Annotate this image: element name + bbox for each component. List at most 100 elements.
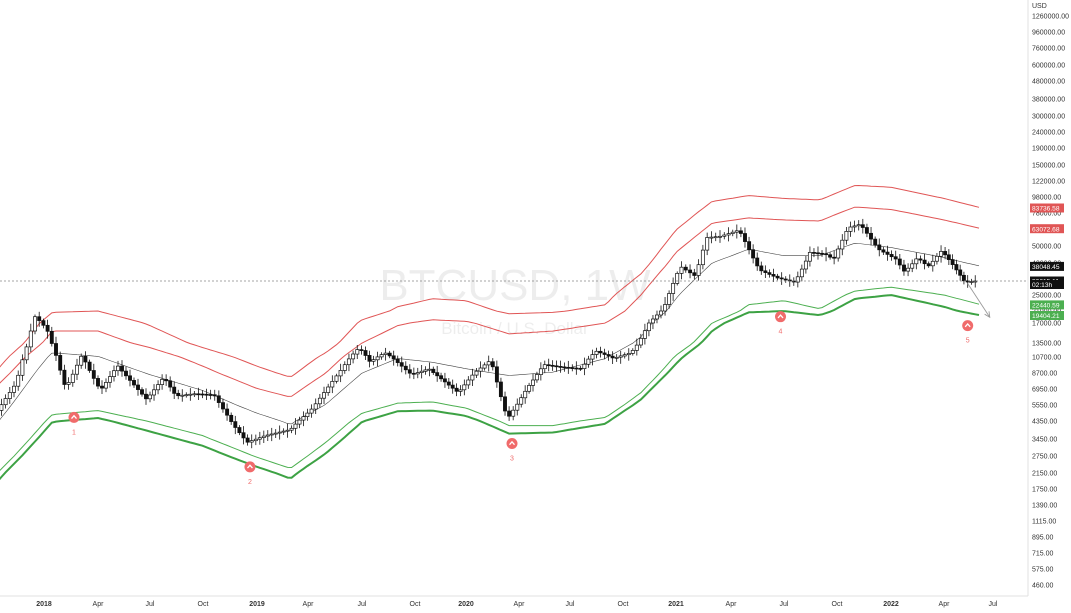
candle	[562, 362, 567, 372]
candle	[192, 391, 197, 397]
candle	[688, 264, 693, 279]
candle	[946, 249, 951, 265]
candle	[965, 275, 970, 288]
time-tick-label: Apr	[303, 601, 315, 608]
candle	[277, 425, 282, 440]
candle	[795, 271, 800, 288]
price-label-text: 38048.45	[1032, 264, 1060, 271]
candle	[305, 408, 310, 421]
candle	[20, 354, 25, 381]
time-axis[interactable]: 2018 Apr Jul Oct 2019 Apr Jul Oct 2020 Apr Jul Oct 2…	[36, 601, 998, 608]
candle	[550, 360, 555, 371]
candle	[934, 253, 939, 265]
candle	[322, 386, 326, 404]
candle	[602, 348, 607, 360]
candle	[771, 268, 776, 282]
candle	[590, 349, 595, 366]
candle	[37, 311, 42, 327]
candle	[478, 361, 483, 378]
candle	[503, 391, 507, 416]
candle	[958, 264, 963, 281]
candle	[622, 352, 627, 359]
candle	[799, 264, 804, 282]
candle	[498, 377, 503, 402]
candle	[148, 391, 152, 403]
candle	[713, 232, 718, 242]
candle	[820, 250, 824, 257]
candle	[709, 231, 714, 244]
candle	[212, 389, 217, 401]
event-marker[interactable]: 2	[244, 461, 256, 486]
price-tick-label: 960000.00	[1032, 30, 1065, 37]
candle	[594, 347, 599, 359]
time-tick-label: Apr	[514, 601, 526, 608]
price-axis[interactable]: 1260000.00 960000.00 760000.00 600000.00 480…	[1032, 14, 1069, 590]
candle	[779, 272, 784, 285]
candle	[168, 376, 173, 392]
candle	[546, 358, 551, 372]
candle	[204, 388, 209, 400]
candle	[70, 369, 75, 387]
candle	[734, 224, 739, 239]
candle	[763, 265, 768, 278]
time-tick-label: 2018	[36, 601, 52, 608]
candle	[156, 380, 161, 395]
band-lower-inner	[0, 286, 980, 472]
candle	[367, 350, 372, 368]
candle	[902, 259, 906, 276]
candle	[83, 351, 88, 369]
event-marker[interactable]: 4	[775, 311, 787, 336]
candle	[391, 350, 396, 366]
candle	[24, 343, 29, 364]
candle	[269, 427, 274, 442]
candle	[454, 383, 459, 397]
candle	[346, 353, 351, 372]
candle	[755, 252, 760, 271]
price-tick-label: 1260000.00	[1032, 14, 1069, 21]
candle	[313, 398, 318, 414]
candle	[87, 359, 92, 373]
candle	[671, 277, 676, 301]
candle	[91, 363, 96, 385]
candle	[208, 389, 213, 400]
candle	[486, 355, 491, 372]
candle	[554, 360, 559, 372]
price-label-text: 63072.68	[1032, 226, 1060, 233]
candle	[41, 318, 46, 329]
price-tick-label: 78000.00	[1032, 211, 1061, 218]
candle	[730, 229, 735, 237]
candle	[164, 374, 169, 386]
event-marker-label: 1	[72, 429, 76, 436]
candle	[446, 378, 451, 389]
candle	[184, 392, 189, 398]
time-tick-label: Jul	[146, 601, 155, 608]
candle	[914, 252, 919, 270]
event-marker[interactable]: 5	[962, 320, 974, 345]
time-tick-label: 2021	[668, 601, 684, 608]
candle	[96, 375, 100, 390]
event-marker-label: 3	[510, 455, 514, 462]
candle	[439, 372, 444, 382]
candle	[511, 406, 516, 421]
candle	[482, 362, 487, 371]
candle	[659, 305, 663, 319]
candle	[33, 314, 37, 335]
candle	[726, 227, 731, 242]
candle	[395, 355, 400, 367]
candle	[531, 373, 535, 392]
event-marker[interactable]: 1	[68, 411, 80, 437]
candle	[574, 361, 579, 375]
price-tick-label: 150000.00	[1032, 163, 1065, 170]
price-tick-label: 6950.00	[1032, 387, 1057, 394]
price-label-badge: 19404.21	[1030, 311, 1064, 320]
candle	[415, 367, 420, 379]
candle	[233, 415, 238, 435]
candle	[317, 394, 322, 408]
event-marker[interactable]: 3	[506, 437, 518, 463]
candle	[338, 363, 343, 383]
candle	[136, 378, 140, 396]
candle	[249, 434, 254, 449]
candle	[375, 351, 380, 367]
